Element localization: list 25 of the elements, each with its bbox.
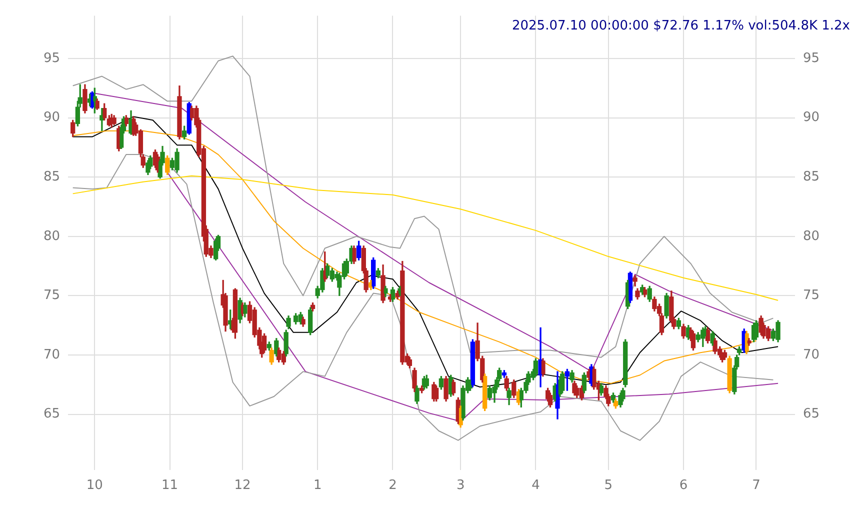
y-tick-label: 65 bbox=[43, 406, 60, 422]
y2-tick-label: 75 bbox=[803, 288, 820, 304]
x-tick-label: 6 bbox=[679, 478, 688, 494]
y-tick-label: 75 bbox=[43, 288, 60, 304]
y-tick-label: 85 bbox=[43, 169, 60, 184]
y2-tick-label: 80 bbox=[803, 228, 820, 244]
y2-tick-label: 65 bbox=[803, 406, 820, 422]
y-tick-label: 70 bbox=[43, 347, 60, 362]
chart-title: 2025.07.10 00:00:00 $72.76 1.17% vol:504.8K 1.2x bbox=[512, 18, 850, 34]
y2-tick-label: 90 bbox=[803, 110, 820, 126]
y-tick-label: 95 bbox=[43, 50, 60, 66]
x-tick-label: 4 bbox=[532, 478, 540, 494]
x-tick-label: 2 bbox=[388, 478, 397, 494]
y2-tick-label: 95 bbox=[803, 50, 820, 66]
x-tick-label: 7 bbox=[752, 478, 760, 494]
x-tick-label: 10 bbox=[86, 478, 103, 494]
y-tick-label: 90 bbox=[43, 110, 60, 126]
x-tick-label: 5 bbox=[604, 478, 613, 494]
y-tick-label: 80 bbox=[43, 228, 60, 244]
x-tick-label: 3 bbox=[456, 478, 465, 494]
y2-tick-label: 85 bbox=[803, 169, 820, 184]
x-tick-label: 12 bbox=[234, 478, 251, 494]
x-tick-label: 11 bbox=[162, 478, 178, 494]
y2-tick-label: 70 bbox=[803, 347, 820, 362]
x-tick-label: 1 bbox=[313, 478, 322, 494]
